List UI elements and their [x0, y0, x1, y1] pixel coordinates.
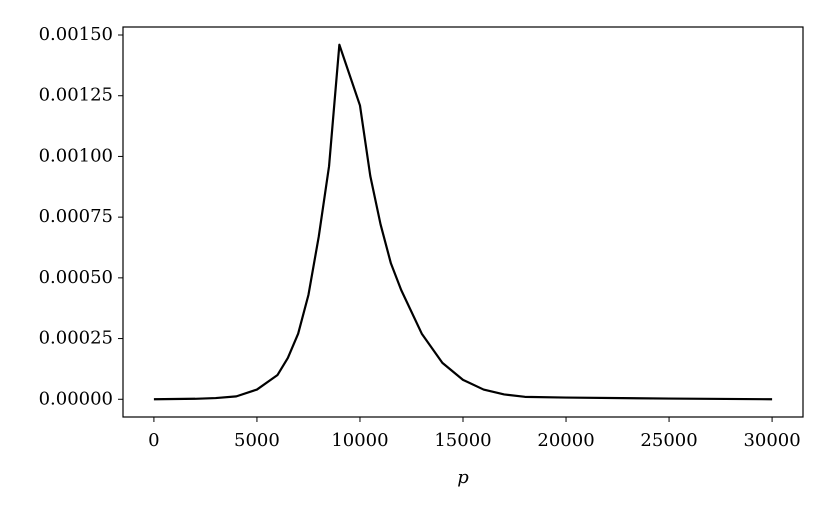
- y-tick-label: 0.00050: [39, 267, 113, 288]
- y-tick-label: 0.00150: [39, 24, 113, 45]
- line-series: [153, 43, 773, 401]
- y-tick-label: 0.00100: [39, 145, 113, 166]
- y-tick-label: 0.00125: [39, 85, 113, 106]
- x-tick-label: 0: [148, 430, 159, 451]
- x-tick-label: 5000: [234, 430, 280, 451]
- y-tick-label: 0.00000: [39, 388, 113, 409]
- x-tick-label: 25000: [640, 430, 697, 451]
- x-tick-label: 20000: [537, 430, 594, 451]
- x-axis-label: p: [457, 467, 469, 488]
- y-tick-label: 0.00075: [39, 206, 113, 227]
- x-tick-label: 30000: [743, 430, 800, 451]
- plot-frame: [122, 26, 804, 418]
- x-tick-label: 15000: [434, 430, 491, 451]
- x-tick-label: 10000: [331, 430, 388, 451]
- y-tick-label: 0.00025: [39, 328, 113, 349]
